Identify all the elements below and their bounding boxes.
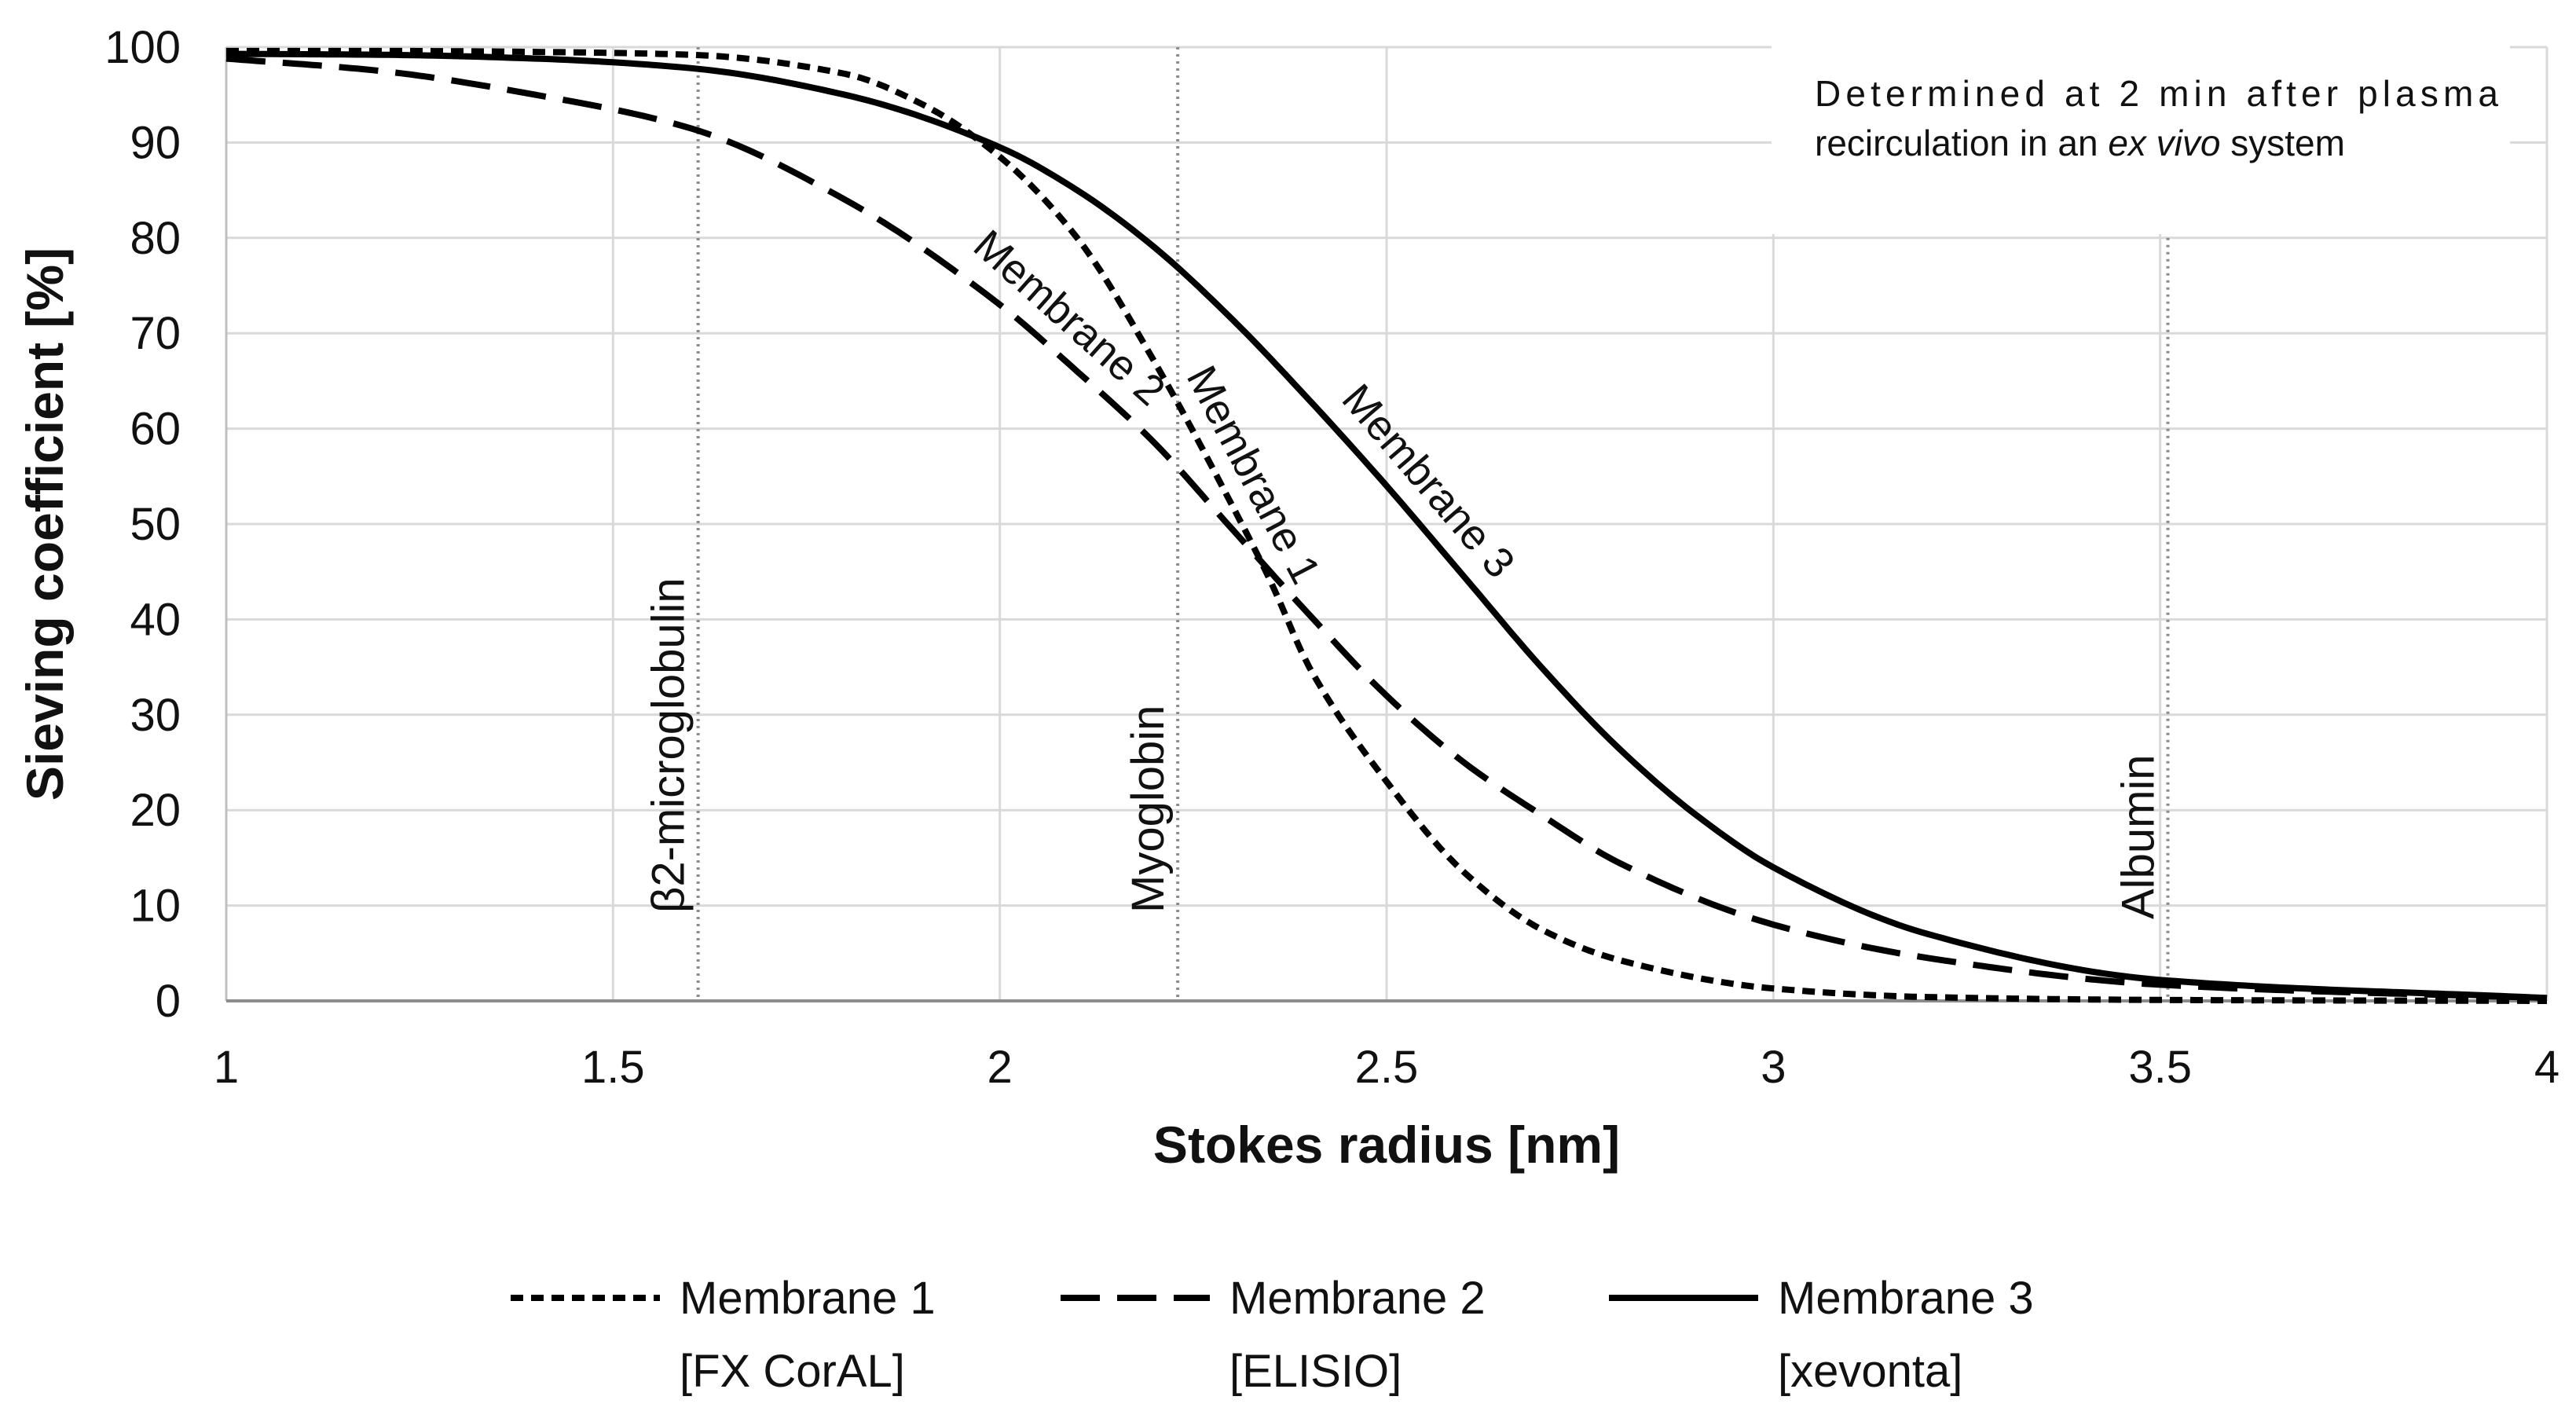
x-tick-label: 4 bbox=[2534, 1042, 2560, 1093]
marker-label: β2-microglobulin bbox=[643, 577, 694, 913]
protein-markers: β2-microglobulin Myoglobin Albumin bbox=[643, 47, 2170, 1001]
y-tick-label: 70 bbox=[130, 308, 181, 359]
x-tick-label: 1 bbox=[214, 1042, 239, 1093]
legend-series-name: Membrane 3 bbox=[1778, 1273, 2034, 1324]
legend-device-name: [FX CorAL] bbox=[680, 1346, 905, 1397]
x-tick-label: 3.5 bbox=[2128, 1042, 2192, 1093]
y-tick-label: 30 bbox=[130, 690, 181, 741]
y-tick-label: 80 bbox=[130, 213, 181, 264]
x-tick-label: 3 bbox=[1761, 1042, 1786, 1093]
marker-label: Myoglobin bbox=[1123, 706, 1174, 913]
legend: Membrane 1 [FX CorAL] Membrane 2 [ELISIO] Me… bbox=[511, 1273, 2034, 1397]
annotation-background bbox=[1772, 38, 2510, 234]
x-axis-title: Stokes radius [nm] bbox=[1153, 1116, 1620, 1174]
x-tick-label: 1.5 bbox=[581, 1042, 645, 1093]
y-tick-label: 50 bbox=[130, 499, 181, 550]
legend-device-name: [ELISIO] bbox=[1229, 1346, 1402, 1397]
y-tick-label: 40 bbox=[130, 594, 181, 645]
data-series bbox=[225, 47, 2548, 1004]
legend-device-name: [xevonta] bbox=[1778, 1346, 1962, 1397]
series-line bbox=[225, 55, 2548, 1002]
annotation-line-2: recirculation in an ex vivo system bbox=[1815, 123, 2345, 163]
series-line bbox=[225, 50, 2548, 1002]
y-tick-label: 90 bbox=[130, 117, 181, 168]
y-tick-label: 100 bbox=[104, 22, 181, 73]
y-axis-title: Sieving coefficient [%] bbox=[16, 247, 74, 801]
marker-label: Albumin bbox=[2113, 754, 2164, 919]
series-line bbox=[226, 47, 2547, 1004]
legend-series-name: Membrane 1 bbox=[680, 1273, 936, 1324]
y-tick-label: 10 bbox=[130, 881, 181, 932]
legend-series-name: Membrane 2 bbox=[1229, 1273, 1486, 1324]
tick-labels: 0 10 20 30 40 50 60 70 80 90 100 1 1.5 2 2.5 3 3.5 4 bbox=[104, 22, 2560, 1093]
x-tick-label: 2.5 bbox=[1355, 1042, 1419, 1093]
annotation-line-2-end: system bbox=[2220, 123, 2344, 163]
annotation-box: Determined at 2 min after plasma recircu… bbox=[1772, 38, 2510, 234]
annotation-line-2-italic: ex vivo bbox=[2108, 123, 2220, 163]
y-tick-label: 20 bbox=[130, 785, 181, 836]
x-tick-label: 2 bbox=[988, 1042, 1013, 1093]
annotation-line-2-start: recirculation in an bbox=[1815, 123, 2108, 163]
y-tick-label: 0 bbox=[156, 976, 181, 1027]
y-tick-label: 60 bbox=[130, 404, 181, 455]
